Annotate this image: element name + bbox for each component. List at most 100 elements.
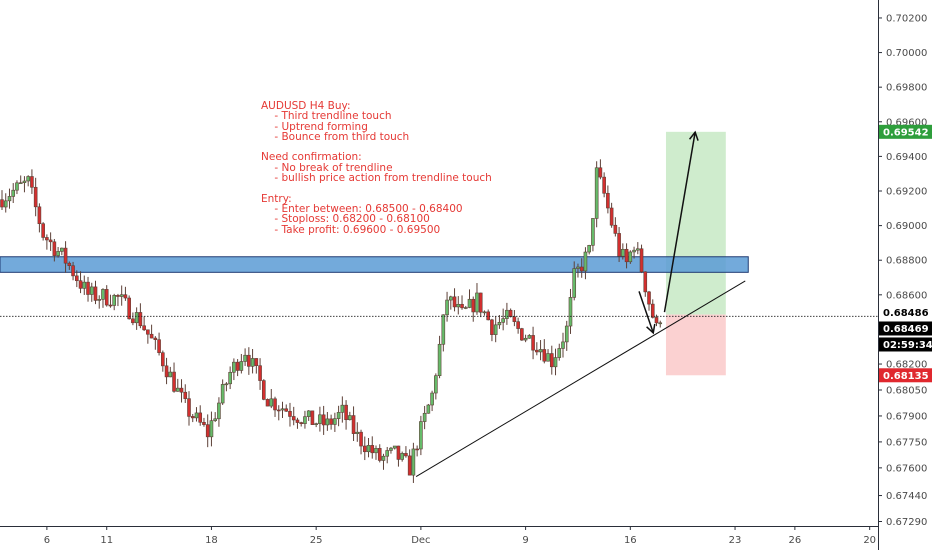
candle-body [531,335,535,351]
candle-body [172,371,176,392]
candle-body [329,418,333,425]
candle-body [161,352,165,367]
candle-body [295,419,300,423]
candle-body [97,299,102,301]
candle-body [217,402,221,420]
candle-body [591,218,595,246]
price-axis[interactable]: 0.70200 0.70000 0.69800 0.69600 0.69400 0.692… [878,13,927,528]
candle-body [318,414,322,424]
candle-body [493,324,498,335]
candle-body [63,247,68,264]
candle-body [119,294,124,297]
candle-body [628,251,633,263]
candle-body [153,337,158,340]
candle-body [583,251,588,272]
candle-body [299,422,304,424]
y-tick-label: 0.68050 [886,385,927,396]
candle-body [389,447,393,451]
candle-body [654,317,659,324]
candle-body [407,455,412,476]
candle-body [190,416,195,419]
candle-body [523,337,528,341]
candle-body [247,354,251,367]
candle-body [116,295,120,297]
candle-body [467,298,472,308]
candle-body [187,398,191,417]
candle-body [527,335,532,339]
candle-body [419,421,423,450]
candle-body [48,239,53,243]
candle-body [224,383,229,386]
candle-body [261,380,266,400]
candle-body [392,445,397,449]
candle-body [512,316,517,322]
candle-body [617,233,621,257]
candle-body [18,182,23,185]
candle-body [134,312,139,324]
x-tick-label: 26 [789,535,802,546]
candle-body [164,365,169,378]
candle-body [288,410,292,417]
candle-body [306,410,311,417]
candle-body [564,325,569,343]
candle-body [501,318,505,323]
candle-body [235,361,240,371]
candle-body [643,271,648,293]
candle-body [486,311,491,321]
candle-body [348,415,352,421]
time-axis[interactable]: 6 11 18 25 Dec 9 16 23 26 20 [44,526,876,546]
candle-body [314,423,318,425]
candle-body [303,416,307,424]
y-tick-label: 0.69800 [886,83,927,94]
x-tick-label: 16 [624,535,637,546]
candle-body [426,404,431,414]
candle-body [445,299,449,316]
candle-body [228,371,232,385]
candle-body [30,176,34,188]
candle-body [549,353,554,368]
candle-body [441,314,446,345]
candles [0,159,663,483]
candle-body [606,192,610,209]
candle-body [22,180,27,184]
y-tick-label: 0.67900 [886,411,927,422]
candle-body [194,412,199,419]
candle-body [26,176,30,182]
candle-body [613,224,618,234]
x-tick-label: 25 [310,535,323,546]
entry-price-label-bg [879,305,932,320]
candle-body [576,266,580,269]
candle-body [568,297,573,327]
candle-body [385,450,390,457]
y-tick-label: 0.69400 [886,152,927,163]
candle-body [86,281,90,295]
candle-body [78,280,83,289]
candle-body [635,248,640,251]
candle-body [400,453,404,460]
candle-body [93,286,98,301]
profit-zone [665,131,726,315]
candle-body [475,292,479,313]
current-price-label: 0.68469 [883,324,929,335]
y-tick-label: 0.69000 [886,221,927,232]
candle-body [535,349,539,353]
candle-body [183,391,188,399]
candle-body [336,412,341,419]
candle-body [333,418,337,425]
candle-body [658,322,663,325]
y-tick-label: 0.67290 [886,517,927,528]
candle-body [624,248,629,263]
candle-body [71,265,75,277]
candle-body [561,341,565,349]
stop-price-label-bg [879,368,932,383]
candle-body [587,245,591,253]
candle-body [437,343,442,376]
candle-body [452,296,457,308]
candle-body [232,361,236,373]
trade-annotation[interactable]: AUDUSD H4 Buy: - Third trendline touch -… [261,100,492,236]
candle-body [538,349,543,353]
drawing-tools[interactable] [0,130,878,477]
y-tick-label: 0.70000 [886,48,927,59]
